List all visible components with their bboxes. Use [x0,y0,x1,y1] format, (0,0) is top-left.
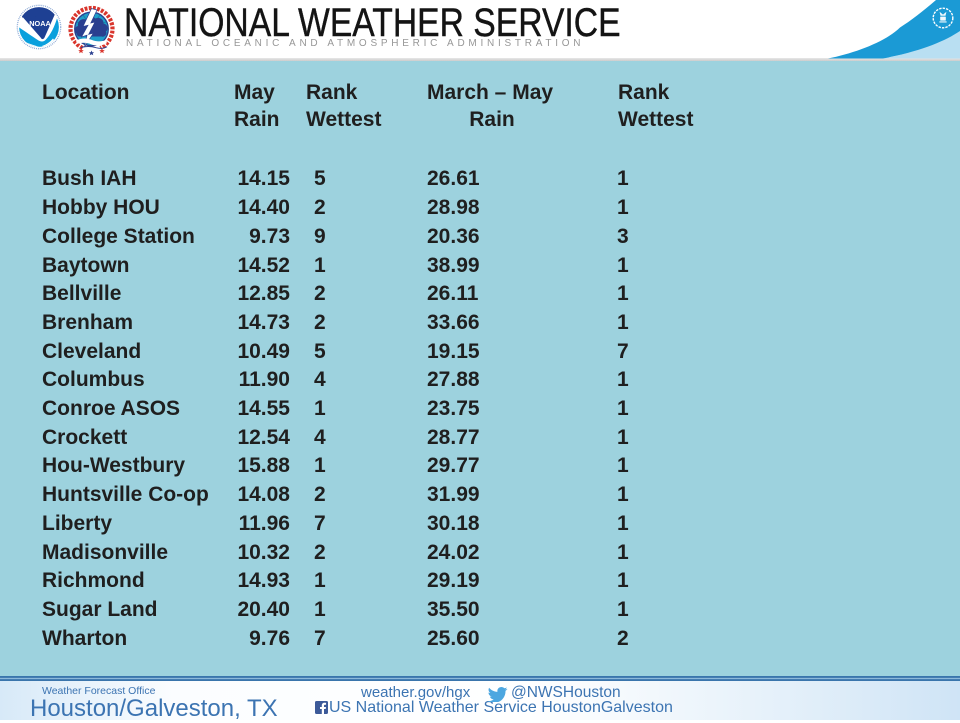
svg-text:NOAA: NOAA [29,19,51,28]
